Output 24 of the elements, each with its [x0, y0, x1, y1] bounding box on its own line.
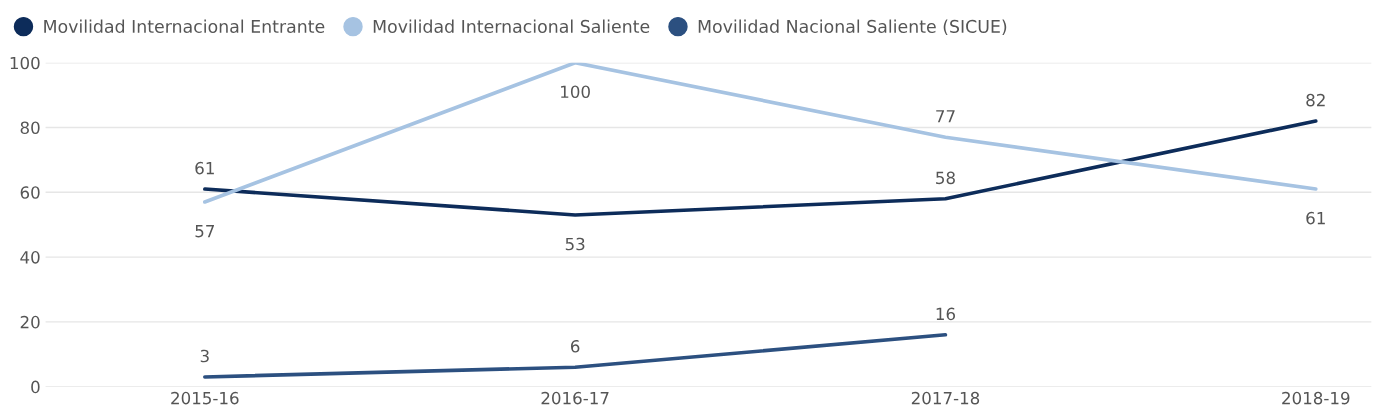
data-label: 6 — [571, 340, 580, 353]
data-label: 16 — [936, 307, 956, 321]
data-label: 100 — [561, 85, 590, 99]
data-label: 61 — [1306, 211, 1325, 225]
y-tick-label: 20 — [20, 315, 40, 329]
y-tick-label: 100 — [10, 56, 40, 70]
data-label: 57 — [195, 225, 214, 238]
x-tick-label: 2015-16 — [171, 391, 239, 405]
x-tick-label: 2016-17 — [541, 391, 609, 405]
data-label: 77 — [936, 110, 955, 123]
y-tick-label: 80 — [20, 121, 40, 135]
data-label: 53 — [565, 237, 585, 251]
data-label: 58 — [936, 171, 955, 185]
legend-label: Movilidad Nacional Saliente (SICUE) — [698, 19, 1007, 35]
x-tick-label: 2017-18 — [911, 391, 980, 405]
legend-label: Movilidad Internacional Saliente — [373, 19, 650, 33]
data-label: 82 — [1306, 93, 1325, 107]
x-tick-label: 2018-19 — [1282, 391, 1350, 405]
data-label: 61 — [195, 161, 214, 175]
data-label: 3 — [200, 349, 209, 363]
legend-label: Movilidad Internacional Entrante — [44, 19, 325, 33]
y-tick-label: 0 — [31, 380, 40, 394]
y-tick-label: 60 — [20, 186, 40, 199]
y-tick-label: 40 — [20, 251, 40, 264]
